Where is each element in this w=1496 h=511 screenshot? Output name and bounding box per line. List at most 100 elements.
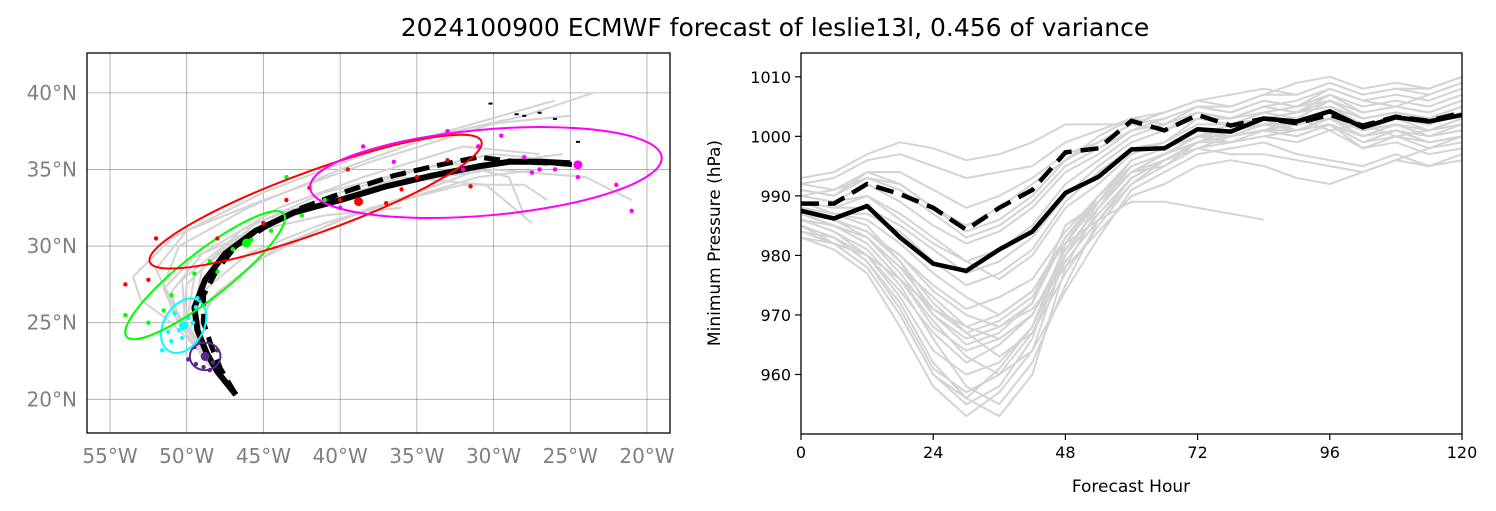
- lat-tick-label: 25°N: [27, 311, 77, 335]
- cluster-point: [445, 128, 450, 134]
- cluster-point: [215, 269, 220, 275]
- member-pressure-line: [801, 81, 1462, 233]
- member-pressure-line: [801, 135, 1462, 328]
- y-tick-label: 1000: [750, 127, 791, 146]
- cluster-point: [284, 174, 289, 180]
- cluster-center: [179, 321, 189, 331]
- x-tick-label: 72: [1187, 443, 1207, 462]
- position-clusters: [123, 126, 663, 373]
- lon-tick-label: 35°W: [389, 444, 444, 468]
- cluster-point: [499, 133, 504, 138]
- lon-tick-label: 25°W: [543, 444, 598, 468]
- cluster-point: [337, 197, 343, 203]
- lon-tick-label: 50°W: [159, 444, 214, 468]
- cluster-point: [537, 167, 542, 172]
- pressure-frame: [800, 52, 1463, 435]
- cluster-point: [468, 184, 473, 189]
- cluster-point: [123, 312, 128, 318]
- cluster-point: [201, 364, 206, 370]
- mean-track: [191, 158, 571, 397]
- pressure-ticks: 960 970 980 990 1000 1010: [750, 68, 801, 384]
- cluster-point: [383, 200, 389, 206]
- cluster-point: [268, 228, 274, 233]
- member-pressure-line: [801, 75, 1462, 185]
- cluster-point: [529, 170, 535, 175]
- cluster-point: [172, 311, 177, 316]
- member-pressure-line: [801, 117, 1462, 376]
- latitude-tick-labels: 20°N 25°N 30°N 35°N 40°N: [27, 81, 77, 411]
- cluster-point: [230, 246, 235, 252]
- cluster-point: [575, 174, 581, 180]
- cluster-center: [573, 160, 583, 170]
- member-endpoint-dot: [537, 111, 542, 114]
- cluster-point: [399, 187, 404, 192]
- member-track: [162, 206, 402, 396]
- x-tick-label: 0: [796, 443, 806, 462]
- lon-tick-label: 55°W: [82, 444, 137, 468]
- cluster-point: [123, 282, 128, 287]
- member-pressure-line: [801, 123, 1462, 418]
- lon-tick-label: 30°W: [466, 444, 521, 468]
- cluster-point: [193, 361, 199, 367]
- lon-tick-label: 40°W: [313, 444, 368, 468]
- cluster-ellipse: [124, 210, 286, 341]
- member-endpoint-dot: [514, 113, 519, 116]
- cluster-point: [391, 159, 397, 164]
- member-pressure-line: [801, 117, 1462, 334]
- cluster-point: [207, 259, 212, 264]
- x-tick-label: 24: [923, 443, 943, 462]
- mean-and-control-pressure-lines: [801, 109, 1462, 274]
- map-frame: [86, 52, 671, 434]
- member-endpoint-dot: [575, 140, 580, 143]
- cluster-point: [414, 174, 420, 180]
- control-pressure-line: [801, 110, 1462, 233]
- lat-tick-label: 30°N: [27, 234, 77, 258]
- cluster-point: [169, 292, 174, 298]
- cluster-ellipse: [160, 297, 208, 354]
- ensemble-member-pressure-lines: [801, 75, 1462, 418]
- cluster-point: [322, 197, 328, 203]
- cluster-center: [200, 351, 210, 361]
- cluster-point: [629, 208, 634, 214]
- cluster-point: [179, 335, 185, 341]
- member-track: [193, 183, 548, 396]
- forecast-hour-ticks: 0 24 48 72 96 120: [796, 434, 1477, 462]
- cluster-point: [284, 197, 289, 203]
- cluster-point: [153, 236, 159, 241]
- member-pressure-line: [801, 99, 1462, 263]
- y-tick-label: 990: [760, 187, 791, 206]
- cluster-point: [210, 360, 216, 365]
- y-tick-label: 970: [760, 306, 791, 325]
- lon-tick-label: 45°W: [236, 444, 291, 468]
- member-pressure-line: [801, 200, 1264, 328]
- member-track: [132, 91, 594, 396]
- member-endpoint-dot: [522, 114, 527, 117]
- cluster-point: [476, 144, 481, 149]
- mean-pressure-line: [801, 109, 1462, 274]
- map-gridlines: [87, 53, 670, 433]
- x-tick-label: 96: [1320, 443, 1340, 462]
- cluster-point: [166, 329, 171, 335]
- y-tick-label: 980: [760, 246, 791, 265]
- member-pressure-line: [801, 141, 1462, 376]
- cluster-ellipse: [309, 126, 663, 219]
- cluster-point: [146, 277, 151, 282]
- pressure-chart: 0 24 48 72 96 120 960 970 980 990 1000 1010 Foreca…: [705, 52, 1477, 497]
- cluster-ellipse: [188, 341, 222, 372]
- cluster-point: [261, 220, 266, 226]
- track-map: 55°W 50°W 45°W 40°W 35°W 30°W 25°W 20°W 20°N 25°…: [27, 52, 675, 468]
- cluster-point: [146, 320, 151, 325]
- member-pressure-line: [801, 123, 1462, 394]
- y-axis-label: Minimum Pressure (hPa): [705, 140, 725, 346]
- cluster-point: [360, 144, 366, 149]
- member-endpoint-dot: [552, 117, 557, 120]
- x-tick-label: 120: [1447, 443, 1478, 462]
- lon-tick-label: 20°W: [619, 444, 674, 468]
- cluster-point: [159, 348, 165, 353]
- cluster-point: [445, 158, 450, 163]
- member-pressure-line: [801, 111, 1462, 406]
- member-endpoint-dot: [488, 102, 493, 105]
- cluster-center: [354, 197, 364, 207]
- figure-title: 2024100900 ECMWF forecast of leslie13l, …: [401, 13, 1149, 42]
